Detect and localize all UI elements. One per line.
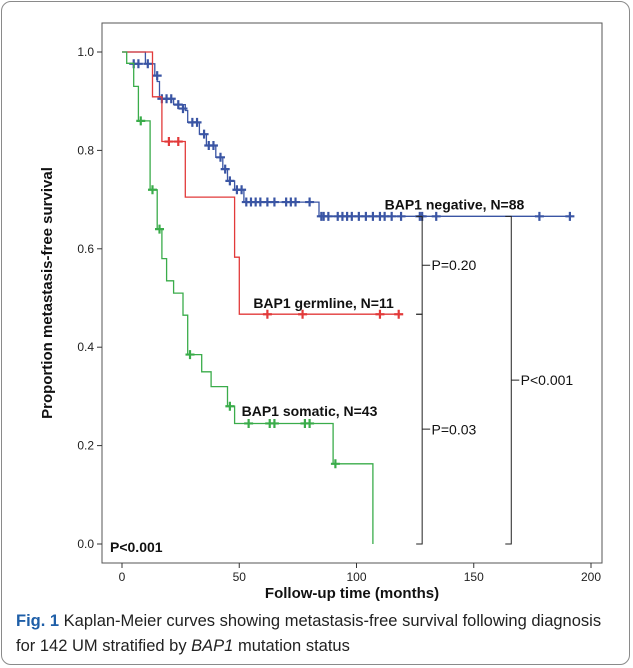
censor-mark <box>375 309 385 319</box>
caption-gene: BAP1 <box>191 637 234 655</box>
censor-mark <box>431 211 441 221</box>
x-tick-label: 150 <box>464 570 484 584</box>
censor-mark <box>173 100 183 110</box>
y-tick-label: 0.4 <box>77 340 94 354</box>
annotation-label: BAP1 somatic, N=43 <box>242 403 378 419</box>
series-line <box>122 51 573 217</box>
censor-mark <box>173 137 183 147</box>
figure-caption: Fig. 1 Kaplan-Meier curves showing metas… <box>16 609 621 659</box>
annotation-label: BAP1 germline, N=11 <box>253 295 394 311</box>
x-tick-label: 200 <box>581 570 601 584</box>
censor-mark <box>185 350 195 360</box>
x-tick-label: 100 <box>346 570 366 584</box>
censor-mark <box>262 309 272 319</box>
censor-mark <box>269 418 279 428</box>
censor-mark <box>147 185 157 195</box>
x-axis-label: Follow-up time (months) <box>265 585 439 602</box>
censor-mark <box>305 418 315 428</box>
annotation-label: P=0.20 <box>432 257 477 273</box>
x-tick-label: 50 <box>233 570 247 584</box>
censor-mark <box>152 71 162 81</box>
censor-mark <box>166 94 176 104</box>
censor-mark <box>192 117 202 127</box>
y-tick-label: 0.6 <box>77 242 94 256</box>
series-group-2 <box>122 51 374 544</box>
caption-fig-label: Fig. 1 <box>16 612 60 630</box>
caption-text-after: mutation status <box>233 637 350 655</box>
censor-mark <box>143 59 153 69</box>
censor-mark <box>215 152 225 162</box>
y-axis-label: Proportion metastasis-free survival <box>39 167 56 419</box>
censor-mark <box>387 211 397 221</box>
censor-mark <box>133 59 143 69</box>
censor-mark <box>155 224 165 234</box>
annotation-label: P=0.03 <box>432 421 477 437</box>
x-tick-label: 0 <box>119 570 126 584</box>
y-tick-label: 1.0 <box>77 45 94 59</box>
censor-mark <box>534 211 544 221</box>
comparison-bracket <box>505 215 520 545</box>
censor-mark <box>237 185 247 195</box>
series-group-0 <box>122 51 575 221</box>
censor-mark <box>394 309 404 319</box>
censor-mark <box>396 211 406 221</box>
comparison-bracket <box>416 313 431 545</box>
censor-mark <box>208 140 218 150</box>
y-tick-label: 0.2 <box>77 439 94 453</box>
censor-mark <box>305 197 315 207</box>
caption-text-before: Kaplan-Meier curves showing metastasis-f… <box>16 612 602 655</box>
comparison-bracket <box>416 215 431 315</box>
censor-mark <box>269 197 279 207</box>
annotation-label: P<0.001 <box>521 372 574 388</box>
series-layer <box>122 51 575 544</box>
censor-mark <box>298 309 308 319</box>
y-tick-label: 0.0 <box>77 537 94 551</box>
censor-mark <box>220 164 230 174</box>
annotation-layer: BAP1 negative, N=88 BAP1 germline, N=11 BA… <box>110 197 573 555</box>
censor-mark <box>225 176 235 186</box>
censor-mark <box>330 459 340 469</box>
censor-mark <box>291 197 301 207</box>
censor-mark <box>199 129 209 139</box>
plot-frame <box>101 22 603 564</box>
censor-mark <box>323 211 333 221</box>
censor-mark <box>164 137 174 147</box>
censor-mark <box>565 211 575 221</box>
series-group-1 <box>122 51 404 319</box>
annotation-label: BAP1 negative, N=88 <box>385 197 525 213</box>
series-line <box>122 51 399 315</box>
censor-mark <box>225 401 235 411</box>
axes: 0 50 100 150 200 0.0 0.2 0.4 0.6 0.8 1.0 Follow-up … <box>39 22 603 602</box>
overall-p-value: P<0.001 <box>110 539 163 555</box>
censor-mark <box>244 418 254 428</box>
censor-mark <box>136 116 146 126</box>
km-chart: 0 50 100 150 200 0.0 0.2 0.4 0.6 0.8 1.0 Follow-up … <box>39 22 603 602</box>
y-tick-label: 0.8 <box>77 143 94 157</box>
censor-mark <box>178 104 188 114</box>
